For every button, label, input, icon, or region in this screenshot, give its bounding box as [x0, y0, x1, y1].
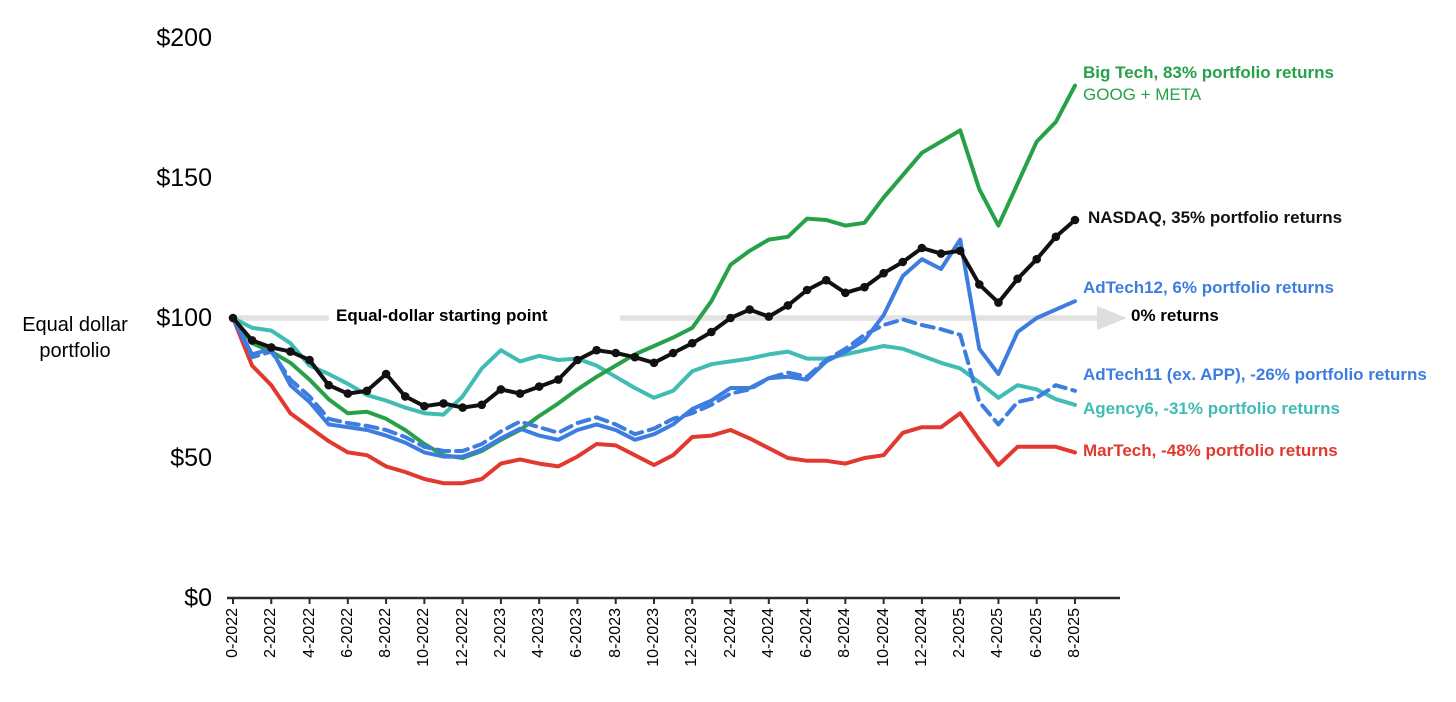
x-tick-label: 4-2024	[759, 608, 777, 658]
y-tick-label: $200	[156, 24, 212, 52]
series-marker-nasdaq	[324, 380, 333, 390]
legend-agency6-label: Agency6, -31% portfolio returns	[1083, 399, 1340, 418]
x-tick-label: 8-2023	[606, 608, 624, 658]
legend-big-tech-label: Big Tech, 83% portfolio returns	[1083, 63, 1334, 82]
legend-adtech12-label: AdTech12, 6% portfolio returns	[1083, 278, 1334, 297]
series-marker-nasdaq	[745, 305, 754, 314]
series-marker-nasdaq	[266, 343, 276, 352]
series-line-adtech12	[231, 237, 1077, 459]
arrow-head-icon	[1097, 306, 1127, 330]
x-tick-label: 8-2025	[1065, 608, 1083, 658]
series-marker-nasdaq	[994, 298, 1003, 307]
x-tick-label: 4-2023	[530, 608, 548, 658]
y-axis-title: Equal dollar portfolio	[22, 314, 128, 362]
legend-nasdaq-label: NASDAQ, 35% portfolio returns	[1088, 208, 1343, 227]
x-tick-label: 10-2024	[874, 608, 892, 667]
series-marker-nasdaq	[439, 399, 448, 408]
series-marker-nasdaq	[1013, 274, 1022, 284]
x-tick-label: 4-2025	[989, 608, 1007, 658]
series-marker-nasdaq	[707, 327, 716, 337]
x-tick-label: 12-2023	[683, 608, 701, 667]
x-tick-label: 6-2025	[1027, 608, 1045, 658]
series-marker-nasdaq	[554, 375, 563, 384]
x-tick-label: 2-2022	[262, 608, 280, 658]
series-line-agency6	[231, 316, 1077, 417]
series-line-big-tech	[231, 83, 1077, 460]
x-tick-label: 12-2024	[912, 608, 930, 667]
series-marker-nasdaq	[228, 313, 238, 323]
series-marker-nasdaq	[362, 386, 372, 396]
series-marker-nasdaq	[649, 358, 659, 368]
series-marker-nasdaq	[821, 275, 831, 285]
series-marker-nasdaq	[955, 246, 965, 256]
series-marker-nasdaq	[343, 389, 353, 398]
x-tick-label: 6-2022	[338, 608, 356, 658]
x-tick-label: 6-2024	[798, 608, 816, 658]
series-marker-nasdaq	[783, 301, 793, 310]
series-marker-nasdaq	[477, 400, 487, 410]
series-marker-nasdaq	[936, 249, 946, 258]
series-marker-nasdaq	[1032, 254, 1042, 264]
x-tick-label: 12-2022	[453, 608, 471, 667]
series-marker-nasdaq	[611, 348, 621, 358]
x-tick-label: 4-2022	[300, 608, 318, 658]
series-line-martech	[231, 316, 1077, 486]
series-marker-nasdaq	[247, 336, 257, 345]
x-tick-label: 2-2024	[721, 608, 739, 658]
y-tick-label: $150	[156, 164, 212, 192]
x-tick-label: 2-2025	[951, 608, 969, 658]
series-marker-nasdaq	[917, 243, 927, 253]
series-marker-nasdaq	[630, 352, 640, 362]
y-tick-label: $50	[170, 444, 212, 472]
series-marker-nasdaq	[286, 347, 295, 356]
series-marker-nasdaq	[1051, 232, 1061, 242]
x-tick-label: 8-2024	[836, 608, 854, 658]
series-marker-nasdaq	[879, 268, 888, 278]
series-marker-nasdaq	[496, 385, 506, 394]
series-marker-nasdaq	[573, 355, 582, 365]
series-marker-nasdaq	[764, 312, 774, 321]
series-marker-nasdaq	[860, 282, 869, 292]
series-marker-nasdaq	[592, 345, 601, 355]
x-tick-label: 2-2023	[491, 608, 509, 658]
x-tick-label: 10-2023	[644, 608, 662, 667]
x-tick-label: 10-2022	[415, 608, 433, 667]
y-tick-label: $0	[184, 584, 212, 612]
series-marker-nasdaq	[668, 348, 678, 358]
series-marker-nasdaq	[534, 382, 544, 391]
start-point-annotation: Equal-dollar starting point	[336, 306, 548, 325]
series-marker-nasdaq	[420, 401, 429, 411]
series-marker-nasdaq	[515, 389, 525, 398]
series-marker-nasdaq	[305, 355, 314, 365]
zero-returns-annotation: 0% returns	[1131, 306, 1219, 325]
series-marker-nasdaq	[687, 338, 697, 348]
series-marker-nasdaq	[458, 403, 467, 412]
x-tick-label: 6-2023	[568, 608, 586, 658]
x-tick-label: 0-2022	[224, 608, 241, 658]
x-tick-label: 8-2022	[377, 608, 395, 658]
series-marker-nasdaq	[802, 285, 812, 295]
series-marker-nasdaq	[381, 369, 391, 379]
y-tick-label: $100	[156, 304, 212, 332]
series-marker-nasdaq	[726, 313, 735, 323]
legend-big-tech-sublabel: GOOG + META	[1083, 85, 1202, 104]
legend-adtech11-label: AdTech11 (ex. APP), -26% portfolio retur…	[1083, 365, 1427, 384]
series-line-adtech11	[231, 316, 1077, 453]
series-marker-nasdaq	[400, 392, 410, 401]
series-marker-nasdaq	[841, 288, 850, 298]
series-marker-nasdaq	[975, 280, 984, 289]
legend-martech-label: MarTech, -48% portfolio returns	[1083, 441, 1338, 460]
series-marker-nasdaq	[898, 257, 908, 267]
series-marker-nasdaq	[1070, 215, 1080, 225]
